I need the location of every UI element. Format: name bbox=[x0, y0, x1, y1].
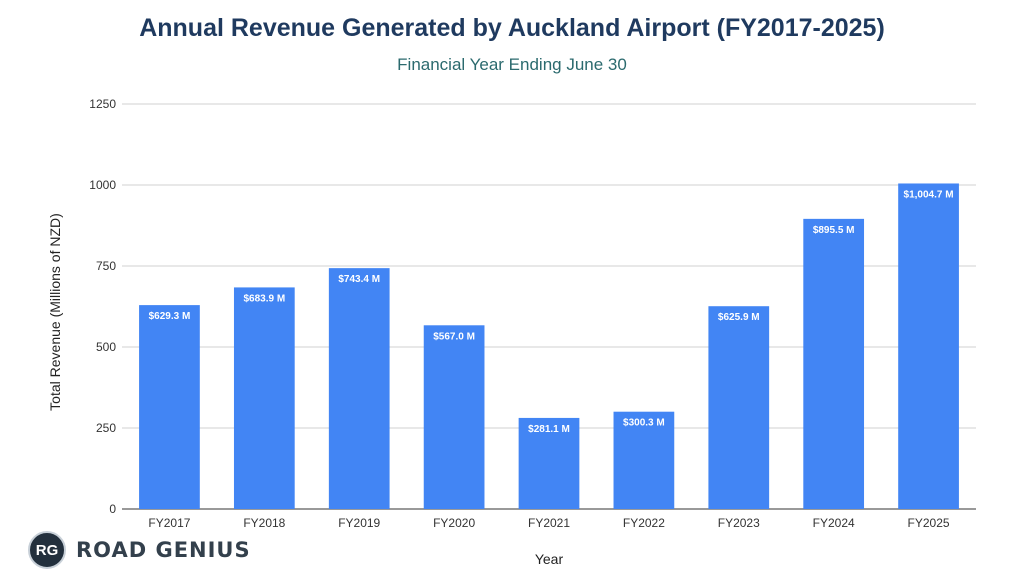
bar-data-label: $629.3 M bbox=[149, 311, 191, 322]
chart-title: Annual Revenue Generated by Auckland Air… bbox=[139, 14, 885, 42]
bars bbox=[139, 183, 959, 509]
y-tick-label: 750 bbox=[96, 259, 116, 273]
bar bbox=[423, 325, 485, 509]
bar bbox=[803, 218, 865, 509]
x-tick-label: FY2019 bbox=[338, 516, 380, 530]
bar-data-label: $895.5 M bbox=[813, 225, 855, 236]
x-tick-label: FY2025 bbox=[908, 516, 950, 530]
y-tick-label: 1000 bbox=[89, 178, 116, 192]
y-tick-label: 1250 bbox=[89, 97, 116, 111]
logo-badge: RG bbox=[28, 531, 66, 569]
bar-data-label: $625.9 M bbox=[718, 312, 760, 323]
chart-subtitle: Financial Year Ending June 30 bbox=[397, 55, 627, 74]
bar bbox=[139, 305, 200, 509]
x-tick-label: FY2022 bbox=[623, 516, 665, 530]
bar-data-label: $683.9 M bbox=[243, 293, 285, 304]
x-tick-label: FY2020 bbox=[433, 516, 475, 530]
y-tick-label: 500 bbox=[96, 340, 116, 354]
y-tick-label: 250 bbox=[96, 421, 116, 435]
x-tick-label: FY2024 bbox=[813, 516, 855, 530]
bar-data-label: $743.4 M bbox=[338, 274, 380, 285]
bar-data-label: $1,004.7 M bbox=[904, 189, 954, 200]
y-tick-label: 0 bbox=[109, 502, 116, 516]
bar bbox=[233, 287, 295, 509]
x-tick-label: FY2017 bbox=[148, 516, 190, 530]
x-axis-ticks: FY2017 FY2018 FY2019 FY2020 FY2021 FY2022 FY20… bbox=[148, 516, 949, 530]
bar-data-label: $300.3 M bbox=[623, 418, 665, 429]
x-tick-label: FY2023 bbox=[718, 516, 760, 530]
bar bbox=[518, 417, 580, 509]
road-genius-logo: RG ROAD GENIUS bbox=[28, 530, 251, 570]
y-axis-ticks: 0 250 500 750 1000 1250 bbox=[89, 97, 116, 516]
x-axis-label: Year bbox=[535, 551, 564, 567]
bar-data-label: $567.0 M bbox=[433, 331, 475, 342]
x-tick-label: FY2021 bbox=[528, 516, 570, 530]
bar bbox=[328, 268, 390, 509]
x-tick-label: FY2018 bbox=[243, 516, 285, 530]
logo-text: ROAD GENIUS bbox=[76, 538, 251, 562]
bar bbox=[708, 306, 770, 509]
bar bbox=[613, 411, 675, 509]
bar-data-label: $281.1 M bbox=[528, 424, 570, 435]
bar bbox=[898, 183, 959, 509]
y-axis-label: Total Revenue (Millions of NZD) bbox=[47, 213, 63, 411]
bar-data-labels: $629.3 M $683.9 M $743.4 M $567.0 M $281.1 M… bbox=[149, 189, 954, 434]
